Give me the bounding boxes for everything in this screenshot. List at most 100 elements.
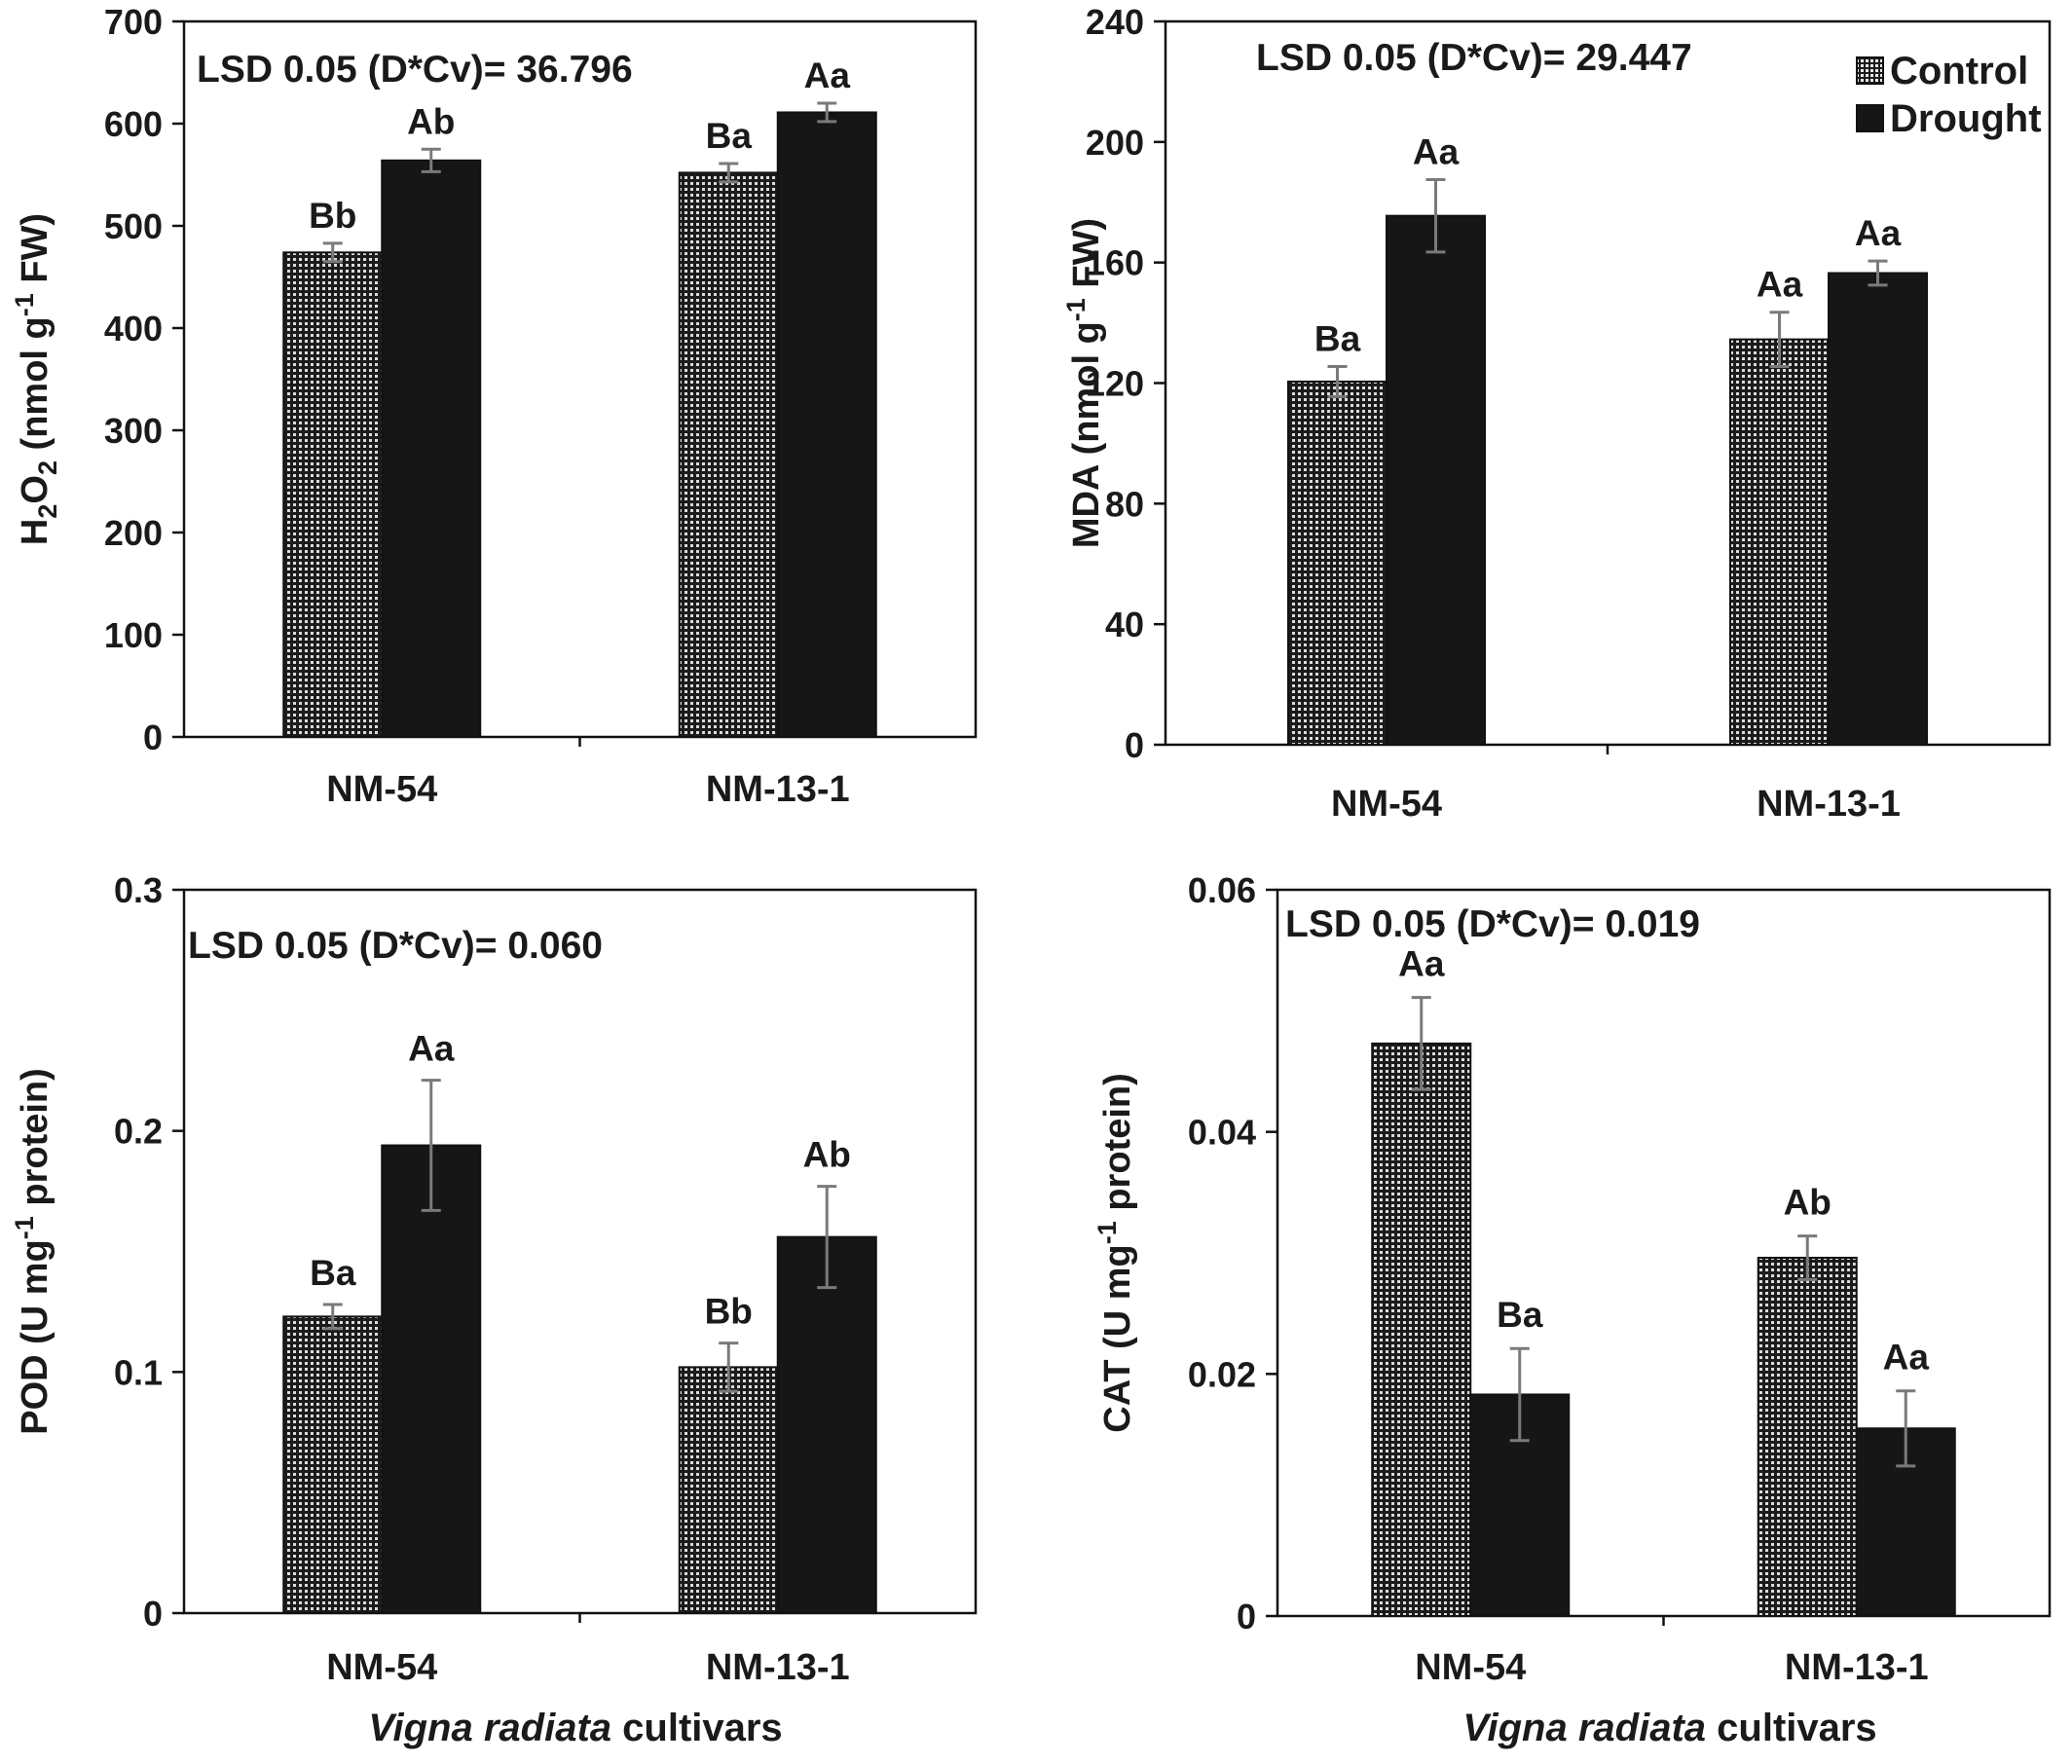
chart-panel-h2o2: 0 100 200 300 400 500 600 700 NM-54 NM-13-1 Bb Ab Ba… — [10, 2, 978, 810]
y-axis-label-superscript: -1 — [1061, 298, 1091, 321]
y-axis-label-part: CAT (U mg — [1097, 1244, 1138, 1433]
x-axis-title-italic: Vigna radiata — [368, 1707, 611, 1749]
x-category-label: NM-54 — [1415, 1647, 1526, 1688]
x-axis-title-rest: cultivars — [611, 1707, 783, 1749]
x-axis-title: Vigna radiata cultivars — [1462, 1707, 1876, 1749]
y-tick-label: 80 — [1105, 484, 1144, 524]
y-tick-label: 240 — [1086, 2, 1144, 42]
significance-label: Aa — [1398, 944, 1445, 984]
y-axis-label: MDA (nmol g-1 FW) — [1061, 218, 1107, 548]
y-tick-label: 100 — [104, 615, 163, 655]
x-category-label: NM-13-1 — [1757, 784, 1901, 825]
significance-label: Ba — [1497, 1295, 1543, 1335]
lsd-annotation: LSD 0.05 (D*Cv)= 0.060 — [188, 925, 603, 967]
significance-label: Aa — [1855, 213, 1902, 253]
y-tick-label: 200 — [1086, 123, 1144, 163]
y-tick-label: 0.3 — [114, 870, 163, 910]
y-axis-label-part: FW) — [1066, 218, 1107, 298]
significance-label: Aa — [804, 55, 851, 95]
y-tick-label: 0 — [143, 717, 163, 757]
y-tick-label: 600 — [104, 104, 163, 144]
x-category-label: NM-13-1 — [1785, 1647, 1929, 1688]
y-axis-label-part: POD (U mg — [15, 1239, 56, 1435]
bar-drought — [381, 1144, 482, 1614]
significance-label: Ab — [803, 1135, 851, 1175]
lsd-annotation: LSD 0.05 (D*Cv)= 36.796 — [197, 49, 633, 91]
legend-label-control: Control — [1890, 50, 2028, 92]
significance-label: Bb — [309, 196, 356, 236]
significance-label: Ab — [407, 101, 455, 141]
chart-panel-mda: 0 40 80 120 160 200 240 NM-54 NM-13-1 Ba Aa Aa Aa LSD… — [1061, 2, 2052, 825]
y-axis-label-part: protein) — [15, 1068, 56, 1216]
significance-label: Aa — [408, 1029, 455, 1069]
y-tick-label: 160 — [1086, 243, 1144, 283]
y-tick-label: 400 — [104, 309, 163, 349]
y-tick-label: 0.2 — [114, 1112, 163, 1152]
y-tick-label: 0 — [1237, 1597, 1256, 1636]
x-axis-title: Vigna radiata cultivars — [368, 1707, 782, 1749]
y-tick-label: 0.02 — [1188, 1354, 1256, 1394]
legend-swatch-drought — [1856, 104, 1884, 132]
legend-label-drought: Drought — [1890, 97, 2042, 140]
y-axis-label: H2O2 (nmol g-1 FW) — [10, 213, 62, 545]
significance-label: Aa — [1757, 265, 1803, 305]
y-tick-label: 300 — [104, 411, 163, 451]
bar-control — [282, 251, 384, 738]
bar-drought — [381, 159, 482, 739]
significance-label: Aa — [1413, 132, 1460, 172]
y-axis-label-subscript: 2 — [33, 460, 62, 475]
x-category-label: NM-54 — [1331, 784, 1442, 825]
y-axis-label-part: (nmol g — [15, 316, 56, 460]
y-tick-label: 0 — [143, 1594, 163, 1634]
y-axis-label-part: FW) — [15, 213, 56, 293]
x-category-label: NM-13-1 — [706, 1647, 850, 1688]
bar-drought — [1386, 214, 1486, 746]
significance-label: Aa — [1883, 1338, 1930, 1378]
y-tick-label: 0 — [1125, 725, 1144, 765]
y-axis-label-part: protein) — [1097, 1073, 1138, 1221]
y-tick-label: 700 — [104, 2, 163, 42]
y-tick-label: 0.04 — [1188, 1113, 1256, 1153]
bar-drought — [776, 111, 877, 738]
y-tick-label: 120 — [1086, 364, 1144, 404]
bar-drought — [776, 1235, 877, 1614]
y-axis-label-superscript: -1 — [10, 1216, 39, 1239]
y-axis-label-superscript: -1 — [1092, 1221, 1122, 1244]
lsd-annotation: LSD 0.05 (D*Cv)= 29.447 — [1256, 37, 1692, 79]
bar-control — [282, 1315, 384, 1614]
significance-label: Ba — [1314, 318, 1361, 358]
figure-x-axis-labels: Vigna radiata cultivars Vigna radiata cul… — [368, 1707, 1876, 1749]
y-axis-label: CAT (U mg-1 protein) — [1092, 1073, 1138, 1433]
bar-control — [678, 171, 779, 738]
x-category-label: NM-54 — [326, 1647, 437, 1688]
lsd-annotation: LSD 0.05 (D*Cv)= 0.019 — [1285, 903, 1700, 945]
bar-control — [1757, 1256, 1858, 1618]
x-axis-title-rest: cultivars — [1706, 1707, 1877, 1749]
legend: Control Drought — [1856, 50, 2042, 140]
x-category-label: NM-13-1 — [706, 769, 850, 810]
legend-swatch-control — [1856, 56, 1884, 85]
y-axis-label: POD (U mg-1 protein) — [10, 1068, 56, 1435]
y-tick-label: 500 — [104, 206, 163, 246]
y-axis-label-superscript: -1 — [10, 293, 39, 316]
significance-label: Ab — [1784, 1183, 1832, 1223]
y-tick-label: 40 — [1105, 605, 1144, 644]
y-axis-label-part: MDA (nmol g — [1066, 321, 1107, 548]
y-axis-label-part: O — [15, 475, 56, 504]
significance-label: Ba — [310, 1253, 356, 1293]
significance-label: Bb — [705, 1292, 753, 1332]
x-category-label: NM-54 — [326, 769, 437, 810]
bar-control — [678, 1366, 779, 1614]
bar-control — [1729, 338, 1830, 746]
y-tick-label: 0.06 — [1188, 870, 1256, 910]
y-tick-label: 200 — [104, 513, 163, 553]
chart-panel-pod: 0 0.1 0.2 0.3 NM-54 NM-13-1 Ba Aa Bb Ab LSD 0.05 (… — [10, 870, 978, 1688]
significance-label: Ba — [706, 116, 753, 156]
bar-control — [1287, 380, 1388, 746]
y-axis-label-subscript: 2 — [33, 504, 62, 519]
y-axis-label-part: H — [15, 519, 56, 545]
